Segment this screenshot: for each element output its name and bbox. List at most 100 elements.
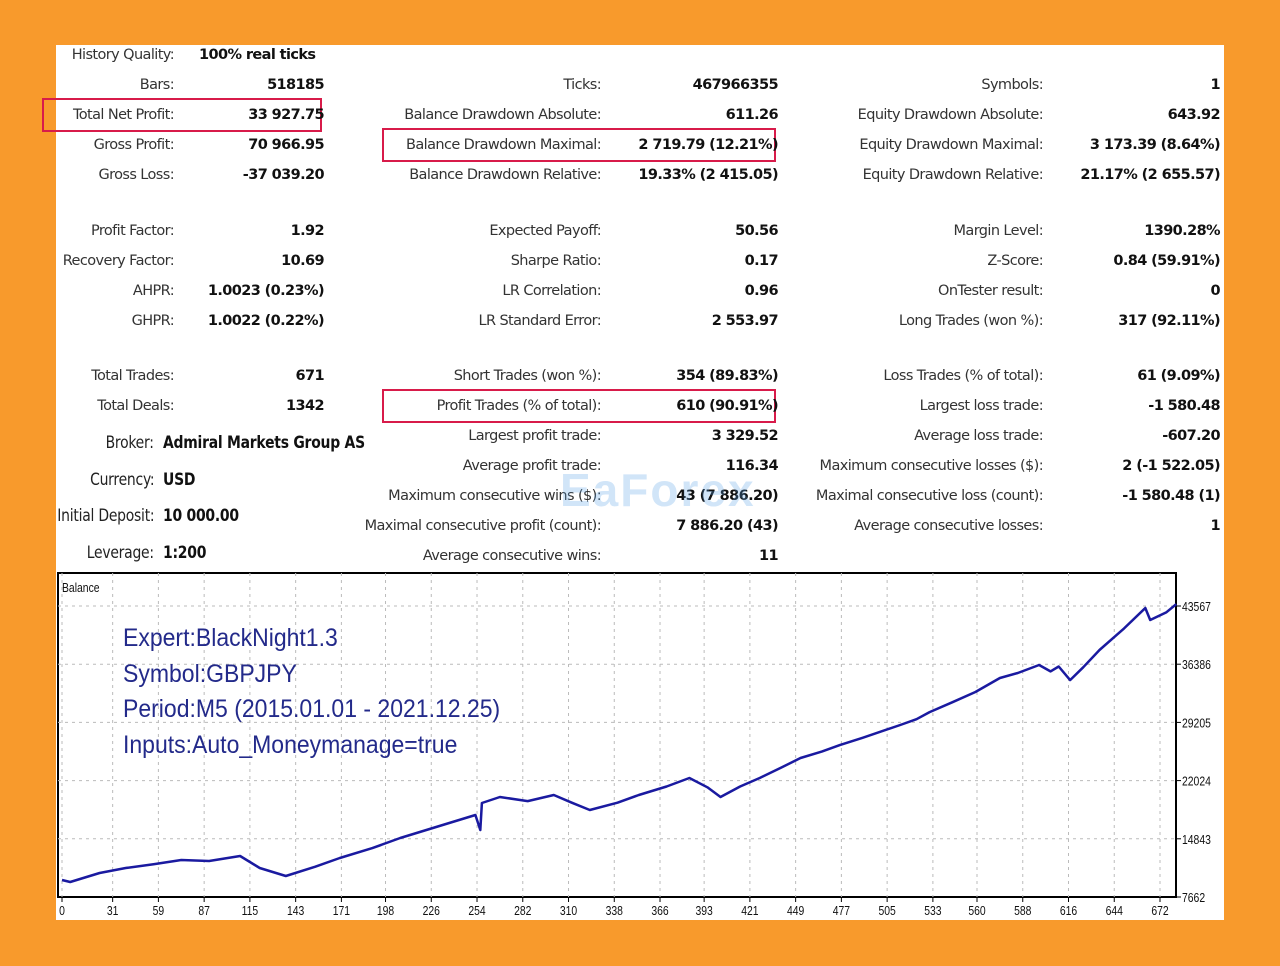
stat-value: 11: [759, 548, 779, 564]
chart-title: Balance: [62, 581, 100, 595]
y-tick-label: 7662: [1182, 891, 1205, 905]
y-tick-label: 22024: [1182, 775, 1211, 789]
x-tick-label: 338: [606, 904, 624, 918]
x-tick-label: 31: [107, 904, 119, 918]
stat-value: -1 580.48: [1148, 398, 1220, 414]
stat-label: Gross Loss:: [98, 167, 174, 183]
stat-value: 3 329.52: [711, 428, 779, 444]
setting-label: Currency:: [89, 470, 155, 490]
stat-value: 21.17% (2 655.57): [1080, 167, 1220, 183]
stat-value: 611.26: [725, 107, 779, 123]
x-tick-label: 310: [560, 904, 578, 918]
x-tick-label: 254: [468, 904, 486, 918]
stat-label: LR Standard Error:: [478, 313, 601, 329]
stat-label: Sharpe Ratio:: [510, 253, 602, 269]
stat-value: 7 886.20 (43): [676, 518, 778, 534]
stat-label: Z-Score:: [987, 253, 1043, 269]
setting-label: Broker:: [105, 433, 154, 453]
y-tick-label: 36386: [1182, 658, 1211, 672]
stat-value: 643.92: [1167, 107, 1221, 123]
stat-label: Largest loss trade:: [919, 398, 1044, 414]
stat-label: Average consecutive wins:: [422, 548, 602, 564]
x-tick-label: 393: [695, 904, 713, 918]
x-tick-label: 560: [968, 904, 986, 918]
y-tick-label: 43567: [1182, 600, 1211, 614]
stat-label: Equity Drawdown Maximal:: [859, 137, 1043, 153]
x-tick-label: 588: [1014, 904, 1032, 918]
stat-label: Balance Drawdown Relative:: [409, 167, 601, 183]
setting-value: 10 000.00: [163, 506, 239, 526]
stat-label: Average consecutive losses:: [854, 518, 1043, 534]
x-tick-label: 0: [59, 904, 65, 918]
stat-value: 10.69: [281, 253, 324, 269]
stat-value: 671: [295, 368, 325, 384]
x-tick-label: 505: [878, 904, 896, 918]
stat-value: 1.0023 (0.23%): [207, 283, 325, 299]
stat-label: Recovery Factor:: [62, 253, 175, 269]
stat-value: 354 (89.83%): [676, 368, 778, 384]
stat-value: -37 039.20: [242, 167, 325, 183]
stat-label: GHPR:: [131, 313, 175, 329]
x-tick-label: 282: [514, 904, 531, 918]
setting-value: USD: [163, 470, 196, 490]
stat-label: Equity Drawdown Relative:: [862, 167, 1044, 183]
stat-value: 0.17: [744, 253, 779, 269]
stat-label: Total Trades:: [91, 368, 174, 384]
stat-label: Loss Trades (% of total):: [883, 368, 1043, 384]
x-tick-label: 115: [242, 904, 259, 918]
stat-label: Profit Trades (% of total):: [436, 398, 602, 414]
stat-label: Bars:: [139, 77, 175, 93]
stat-value: 0: [1210, 283, 1221, 299]
balance-line: [61, 603, 1178, 884]
stat-label: Total Net Profit:: [72, 107, 175, 123]
stat-label: Symbols:: [981, 77, 1043, 93]
stat-value: 0.84 (59.91%): [1113, 253, 1220, 269]
watermark-logo: EaForex: [560, 464, 756, 516]
stat-value: 100% real ticks: [199, 47, 316, 63]
stat-value: 116.34: [725, 458, 779, 474]
stat-label: Largest profit trade:: [468, 428, 601, 444]
x-tick-label: 59: [153, 904, 165, 918]
stat-label: Average loss trade:: [914, 428, 1044, 444]
stat-label: Equity Drawdown Absolute:: [857, 107, 1044, 123]
stat-value: 317 (92.11%): [1118, 313, 1220, 329]
stat-label: Ticks:: [563, 77, 601, 93]
x-tick-label: 672: [1151, 904, 1168, 918]
stat-value: 2 (-1 522.05): [1122, 458, 1220, 474]
stat-value: 61 (9.09%): [1137, 368, 1220, 384]
x-tick-label: 477: [833, 904, 850, 918]
stat-value: 2 553.97: [711, 313, 779, 329]
x-tick-label: 449: [787, 904, 804, 918]
stat-value: 610 (90.91%): [676, 398, 778, 414]
stat-label: Balance Drawdown Maximal:: [406, 137, 602, 153]
stat-label: Long Trades (won %):: [898, 313, 1044, 329]
stat-label: Balance Drawdown Absolute:: [404, 107, 601, 123]
stat-value: 1.0022 (0.22%): [207, 313, 325, 329]
stat-label: Margin Level:: [953, 223, 1044, 239]
stat-value: 518185: [267, 77, 325, 93]
stat-label: Maximal consecutive loss (count):: [815, 488, 1044, 504]
stat-value: 3 173.39 (8.64%): [1089, 137, 1221, 153]
setting-label: Leverage:: [86, 543, 154, 563]
stat-value: 1: [1210, 518, 1221, 534]
x-tick-label: 226: [423, 904, 441, 918]
stat-label: Maximal consecutive profit (count):: [364, 518, 602, 534]
setting-value: 1:200: [163, 543, 207, 563]
stat-label: Short Trades (won %):: [453, 368, 602, 384]
annotation-text: Inputs:Auto_Moneymanage=true: [123, 731, 458, 759]
x-tick-label: 198: [377, 904, 395, 918]
stat-label: Profit Factor:: [90, 223, 175, 239]
stat-label: Expected Payoff:: [489, 223, 601, 239]
stat-label: History Quality:: [71, 47, 175, 63]
stat-label: AHPR:: [132, 283, 175, 299]
x-tick-label: 644: [1106, 904, 1124, 918]
stat-value: 1342: [286, 398, 325, 414]
highlight-box: [382, 128, 776, 162]
stat-label: Maximum consecutive wins ($):: [388, 488, 601, 504]
stat-value: -607.20: [1162, 428, 1220, 444]
y-tick-label: 29205: [1182, 716, 1211, 730]
setting-value: Admiral Markets Group AS: [163, 433, 365, 453]
stat-value: 1: [1210, 77, 1221, 93]
highlight-box: [382, 389, 776, 423]
